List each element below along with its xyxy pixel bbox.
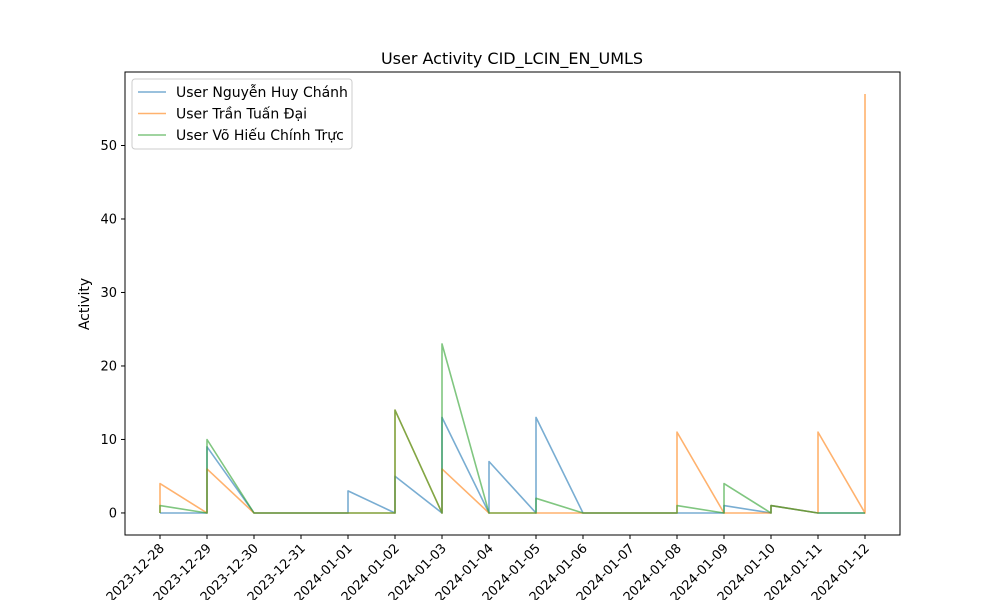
- y-tick-label: 30: [100, 286, 117, 301]
- y-axis-label: Activity: [77, 278, 93, 330]
- series-line-1: [160, 416, 865, 514]
- chart-title: User Activity CID_LCIN_EN_UMLS: [381, 49, 643, 69]
- legend-label: User Võ Hiếu Chính Trực: [176, 127, 344, 144]
- legend-label: User Trần Tuấn Đại: [176, 107, 307, 123]
- y-tick-label: 10: [100, 433, 117, 448]
- plot-frame: [124, 71, 901, 536]
- y-tick-label: 0: [109, 506, 117, 521]
- series-line-3: [159, 343, 865, 514]
- legend-box: [131, 78, 353, 150]
- y-axis: 0 10 20 30 40 50: [100, 139, 125, 521]
- x-axis: 2023-12-282023-12-292023-12-302023-12-31…: [104, 535, 873, 600]
- legend-label: User Nguyễn Huy Chánh: [176, 84, 348, 101]
- legend: User Nguyễn Huy Chánh User Trần Tuấn Đại U…: [131, 78, 353, 150]
- series-line-2: [159, 94, 866, 514]
- series-layer: [159, 94, 866, 514]
- y-tick-label: 40: [100, 212, 117, 227]
- y-tick-label: 50: [100, 139, 117, 154]
- y-tick-label: 20: [100, 359, 117, 374]
